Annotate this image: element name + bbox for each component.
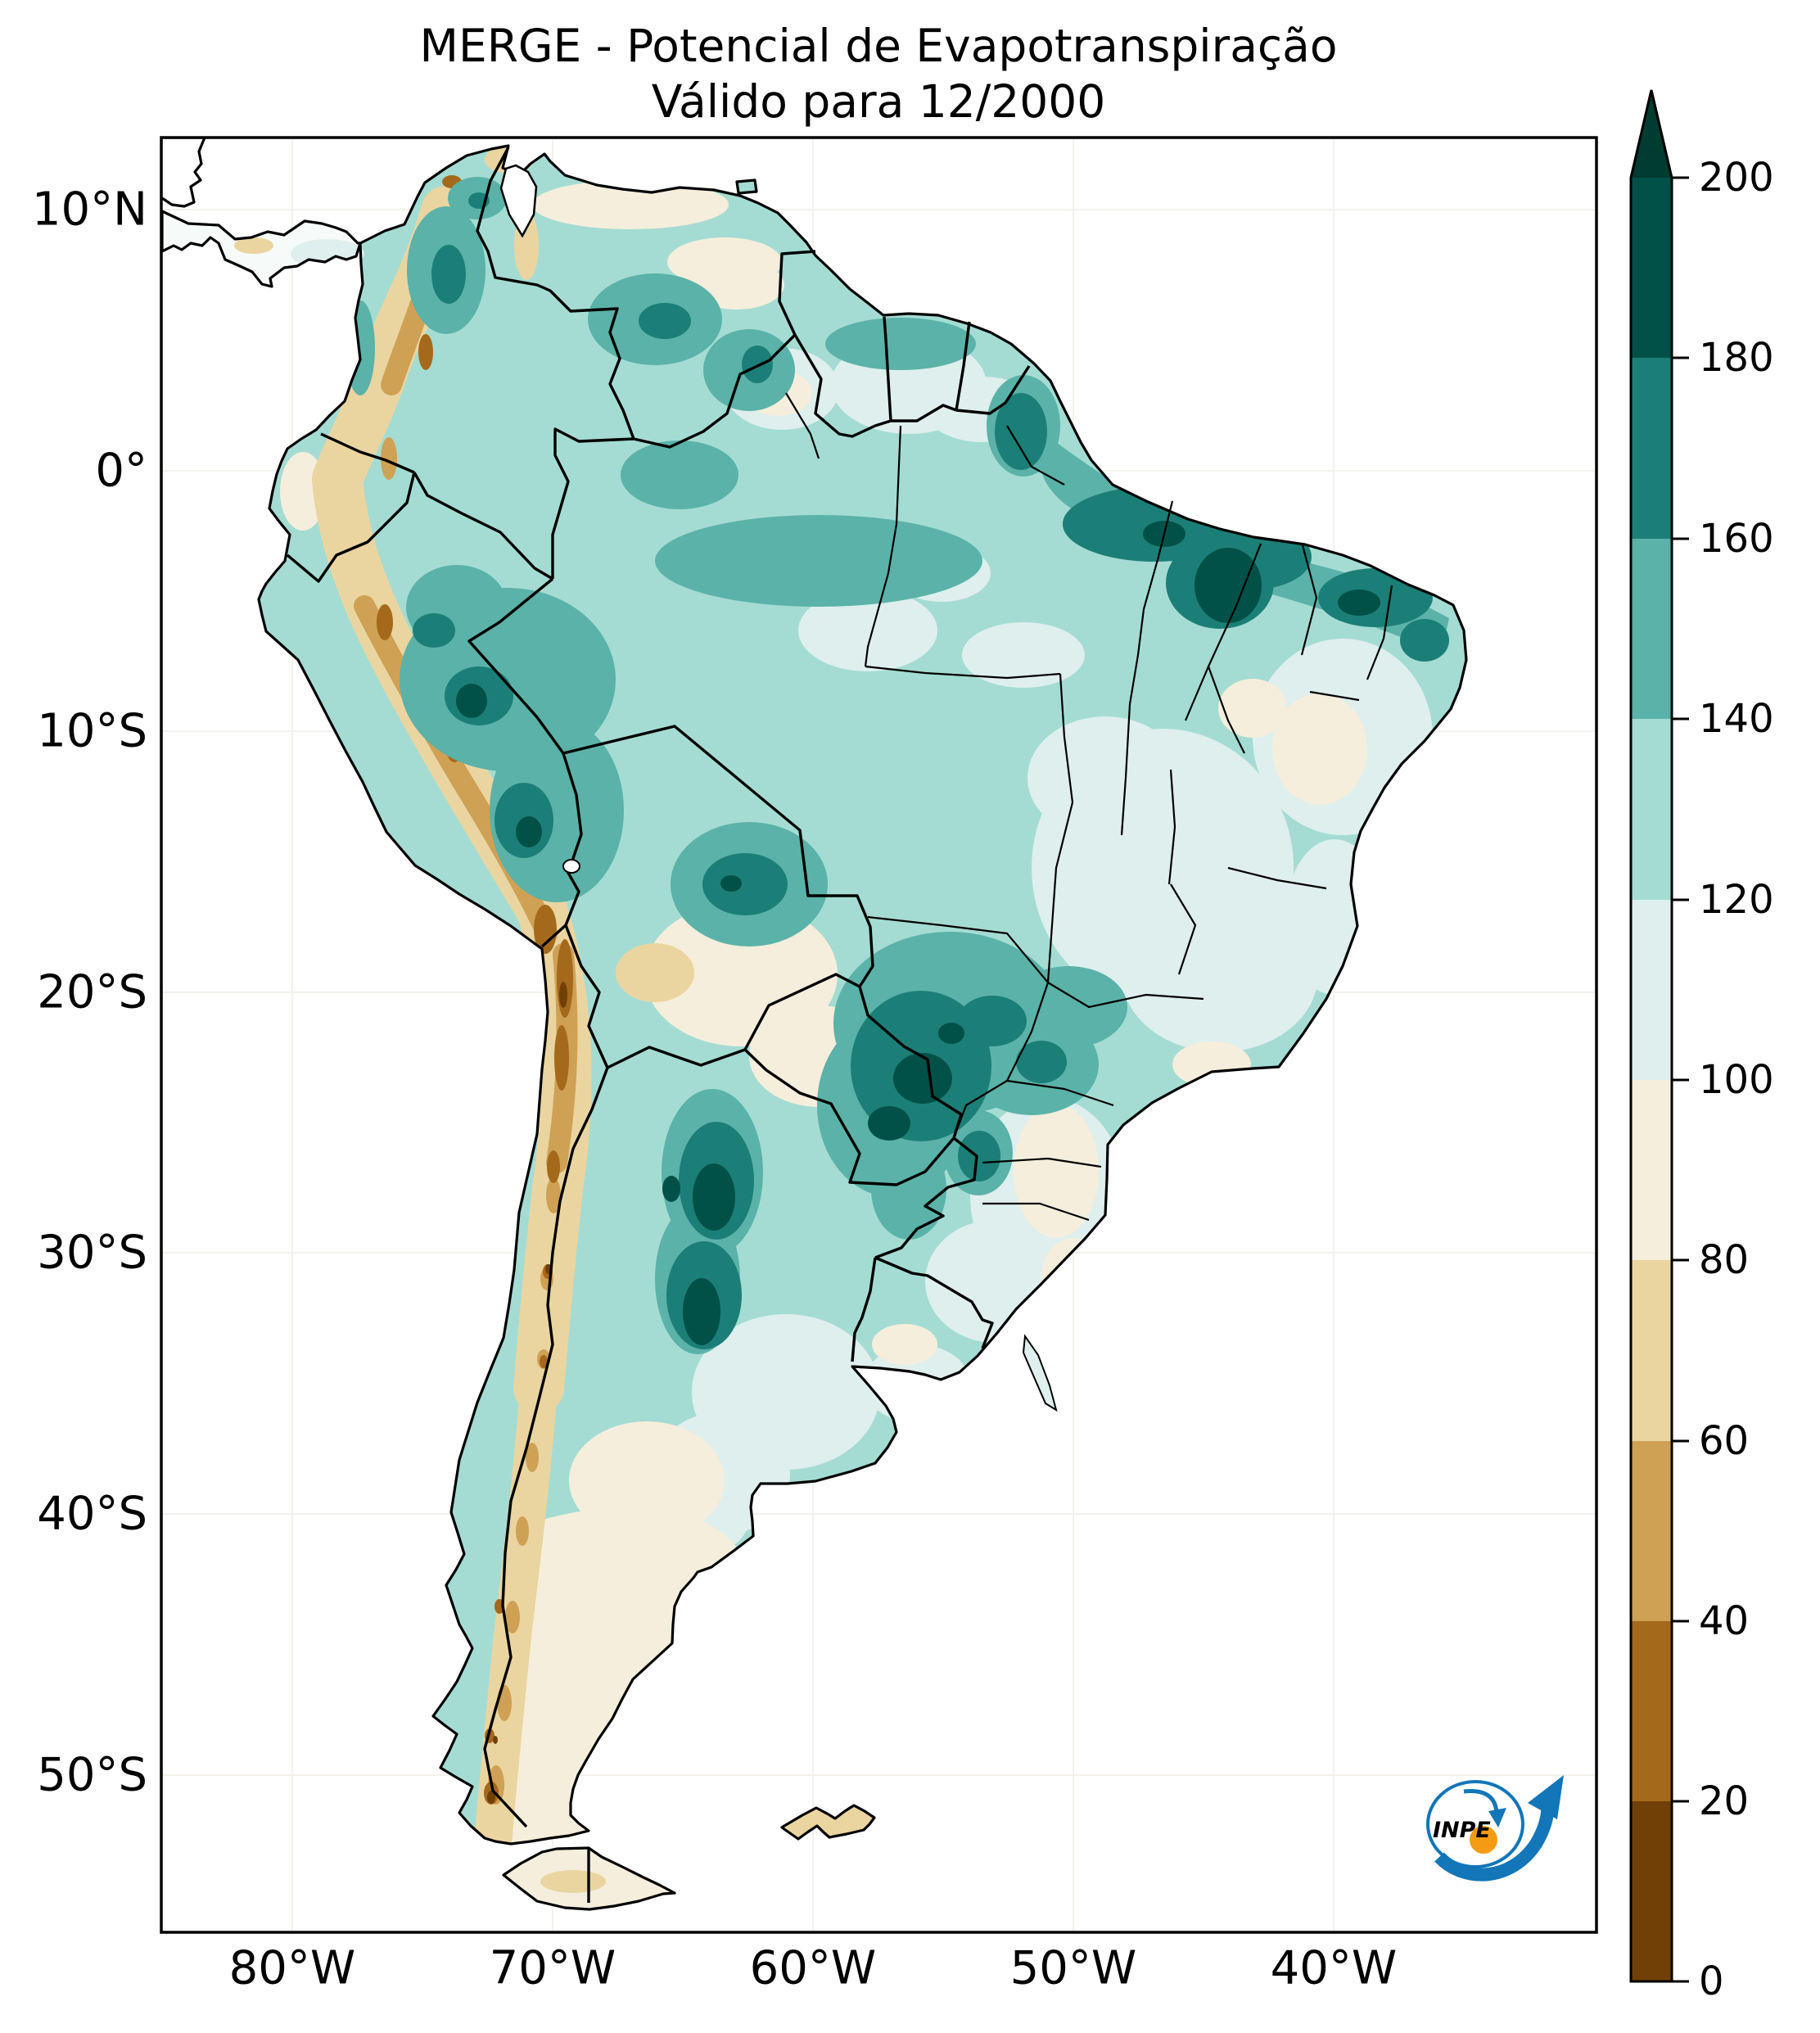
colorbar-tick-label: 60: [1699, 1418, 1749, 1464]
lon-tick-label: 60°W: [750, 1942, 877, 1995]
colorbar-outline: [1629, 89, 1673, 1983]
lat-tick-label: 0°: [95, 445, 147, 498]
lat-tick-label: 10°N: [32, 183, 147, 237]
colorbar-tick-label: 20: [1699, 1778, 1749, 1824]
lat-tick-label: 20°S: [37, 966, 147, 1019]
colorbar-tick-label: 140: [1699, 696, 1774, 742]
country-borders: [286, 147, 1031, 1903]
title-line-2: Válido para 12/2000: [652, 75, 1106, 128]
colorbar-tick-label: 180: [1699, 335, 1774, 381]
colorbar-tick-marks: [1672, 176, 1689, 1983]
colorbar-tick-label: 200: [1699, 155, 1774, 201]
nicaragua-honduras-outline: [161, 138, 206, 208]
logo-arrowhead: [1528, 1775, 1564, 1819]
lat-tick-label: 30°S: [37, 1227, 147, 1280]
logo-swirl-outline: [1426, 1780, 1524, 1868]
colorbar-tick-label: 160: [1699, 516, 1774, 562]
logo-globe: [1470, 1826, 1497, 1854]
colorbar-tick-label: 80: [1699, 1237, 1749, 1283]
lon-tick-label: 40°W: [1271, 1942, 1398, 1995]
state-borders: [785, 392, 1393, 1222]
lagoa-dos-patos: [1022, 1334, 1058, 1412]
lat-tick-label: 50°S: [37, 1749, 147, 1802]
coastlines: [161, 138, 1468, 1911]
lakes: [499, 164, 1058, 1412]
lake-titicaca: [562, 859, 580, 874]
map-plot-area: INPE: [161, 138, 1596, 1932]
wettest-cores-180-200: [456, 521, 1380, 1345]
colorbar-segments: [1631, 90, 1672, 1981]
trinidad-island: [737, 180, 756, 193]
colorbar-tick-labels: 0 20 40 60 80 100 120 140 160 180 200: [1699, 155, 1774, 2004]
map-frame: [160, 136, 1598, 1934]
logo-inner-arrowhead: [1488, 1808, 1506, 1827]
colorbar-tick-label: 40: [1699, 1598, 1749, 1644]
logo-big-arrow: [1434, 1799, 1555, 1882]
lon-axis-labels: 80°W 70°W 60°W 50°W 40°W: [229, 1942, 1398, 1995]
lon-tick-label: 50°W: [1010, 1942, 1137, 1995]
logo-inner-arrow: [1463, 1789, 1499, 1814]
inpe-logo: INPE: [1426, 1775, 1564, 1882]
falkland-islands: [782, 1805, 874, 1839]
lat-tick-label: 40°S: [37, 1488, 147, 1541]
lake-maracaibo: [499, 164, 538, 238]
colorbar-tick-label: 100: [1699, 1057, 1774, 1103]
logo-text: INPE: [1433, 1818, 1491, 1843]
colorbar: 0 20 40 60 80 100 120 140 160 180 200: [1629, 89, 1774, 2004]
colorbar-tick-label: 120: [1699, 877, 1774, 923]
colorbar-extend-arrow: [1631, 90, 1672, 178]
lon-tick-label: 80°W: [229, 1942, 356, 1995]
lat-tick-label: 10°S: [37, 705, 147, 758]
lon-tick-label: 70°W: [490, 1942, 616, 1995]
title-line-1: MERGE - Potencial de Evapotranspiração: [419, 20, 1337, 72]
colorbar-tick-label: 0: [1699, 1958, 1724, 2004]
figure-title: MERGE - Potencial de Evapotranspiração V…: [419, 20, 1337, 128]
lat-axis-labels: 10°N 0° 10°S 20°S 30°S 40°S 50°S: [32, 183, 147, 1802]
